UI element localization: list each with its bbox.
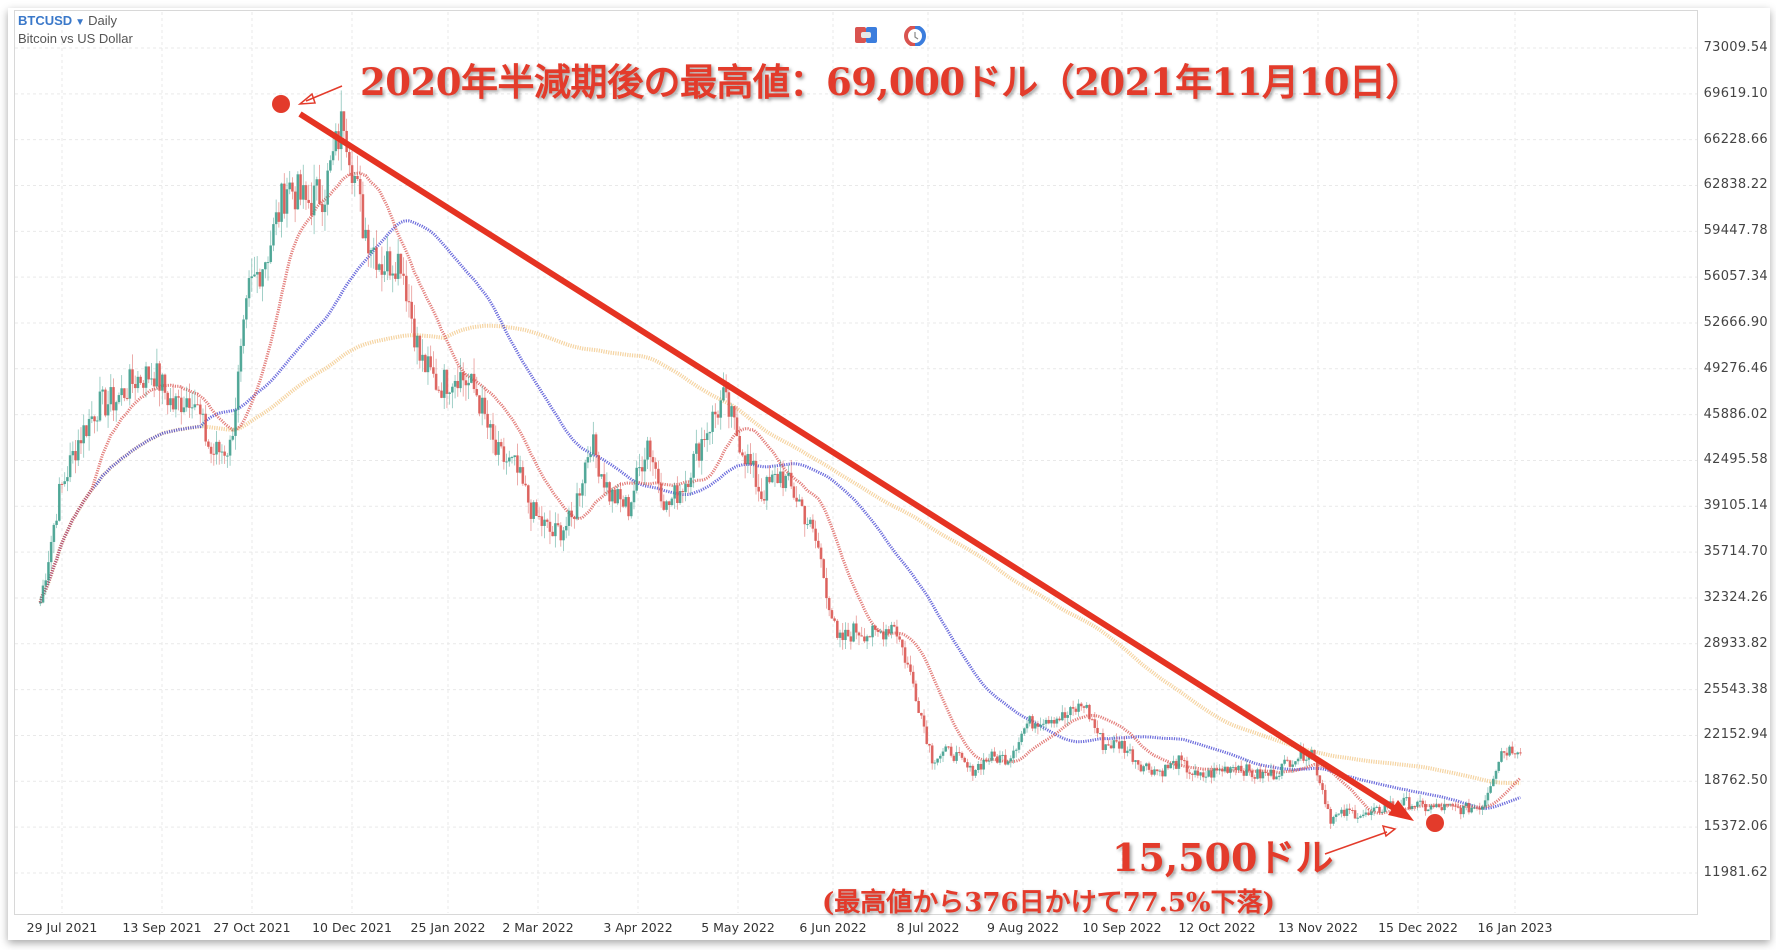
plot-area[interactable] [14,10,1698,915]
price-tick-label: 52666.90 [1703,314,1768,330]
price-tick-label: 18762.50 [1703,773,1768,789]
time-tick-label: 13 Nov 2022 [1277,920,1359,935]
time-tick-label: 10 Dec 2021 [312,920,392,935]
price-tick-label: 56057.34 [1703,269,1768,285]
price-tick-label: 62838.22 [1703,177,1768,193]
time-tick-label: 27 Oct 2021 [213,920,291,935]
price-tick-label: 32324.26 [1703,589,1768,605]
price-tick-label: 22152.94 [1703,727,1768,743]
time-tick-label: 5 May 2022 [701,920,775,935]
time-tick-label: 29 Jul 2021 [26,920,98,935]
time-tick-label: 2 Mar 2022 [502,920,574,935]
chevron-down-icon[interactable]: ▼ [75,17,86,28]
low-marker [1426,814,1444,832]
price-tick-label: 49276.46 [1703,360,1768,376]
annotation-overlay [272,85,1444,855]
price-tick-label: 59447.78 [1703,223,1768,239]
time-tick-label: 25 Jan 2022 [410,920,486,935]
ma-short-line [38,171,1522,815]
ma-mid-line [38,219,1521,810]
price-tick-label: 66228.66 [1703,131,1768,147]
price-tick-label: 15372.06 [1703,819,1768,835]
price-tick-label: 35714.70 [1703,544,1768,560]
time-tick-label: 8 Jul 2022 [896,920,960,935]
price-tick-label: 45886.02 [1703,406,1768,422]
price-axis[interactable]: 73009.54 69619.10 66228.66 62838.22 59447.78… [1698,0,1776,950]
compare-icon[interactable] [855,26,877,44]
low-annotation-subtext: (最高値から376日かけて77.5%下落) [822,888,1275,918]
price-tick-label: 25543.38 [1703,681,1768,697]
price-tick-label: 73009.54 [1703,40,1768,55]
downtrend-arrow [298,111,1402,815]
time-tick-label: 16 Jan 2023 [1477,920,1553,935]
price-tick-label: 28933.82 [1703,635,1768,651]
price-tick-label: 11981.62 [1703,864,1768,880]
grid-lines [15,12,1697,913]
low-annotation: 15,500ドル [1112,835,1334,880]
time-tick-label: 13 Sep 2021 [122,920,202,935]
time-tick-label: 9 Aug 2022 [986,920,1060,935]
time-tick-label: 6 Jun 2022 [799,920,867,935]
price-tick-label: 69619.10 [1703,85,1768,101]
peak-marker [272,95,290,113]
price-tick-label: 42495.58 [1703,452,1768,468]
candles [39,90,1522,829]
time-tick-label: 15 Dec 2022 [1378,920,1458,935]
time-tick-label: 10 Sep 2022 [1082,920,1162,935]
chart-window [8,8,1770,940]
indicator-clock-icon[interactable] [904,25,926,47]
interval-label[interactable]: Daily [88,13,117,28]
peak-annotation: 2020年半減期後の最高値：69,000ドル（2021年11月10日） [360,60,1423,104]
chart-header: BTCUSD ▼ Daily Bitcoin vs US Dollar [18,13,133,47]
time-tick-label: 3 Apr 2022 [603,920,673,935]
symbol-selector[interactable]: BTCUSD [18,13,73,28]
ma-long-line [38,323,1521,786]
time-tick-label: 12 Oct 2022 [1178,920,1256,935]
symbol-description: Bitcoin vs US Dollar [18,31,133,46]
price-tick-label: 39105.14 [1703,498,1768,514]
